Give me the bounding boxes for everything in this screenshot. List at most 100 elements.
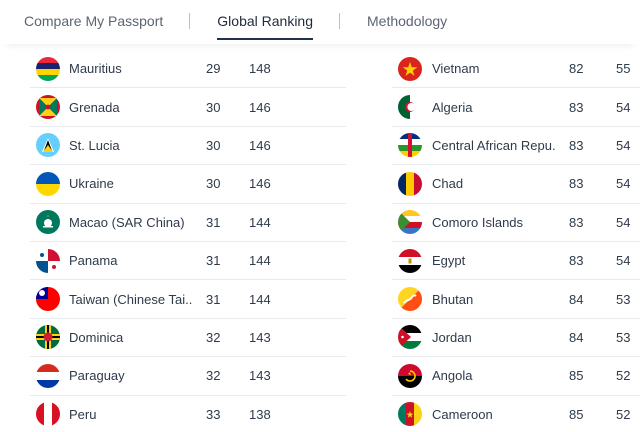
ranking-row[interactable]: Algeria 83 54: [392, 88, 640, 127]
mobility-score: 144: [249, 291, 271, 307]
ranking-row[interactable]: St. Lucia 30 146: [30, 127, 346, 166]
country-name: Comoro Islands: [432, 214, 524, 230]
algeria-flag-icon: [398, 95, 422, 120]
mobility-score: 146: [249, 137, 271, 153]
ranking-row[interactable]: Bhutan 84 53: [392, 280, 640, 319]
mobility-score: 143: [249, 329, 271, 345]
mobility-score: 146: [249, 176, 271, 192]
ranking-row[interactable]: Grenada 30 146: [30, 88, 346, 127]
country-rank: 83: [569, 253, 584, 269]
tab-compare-my-passport[interactable]: Compare My Passport: [24, 13, 164, 29]
panama-flag-icon: [36, 248, 60, 273]
mobility-score: 54: [616, 176, 631, 192]
ranking-row[interactable]: Macao (SAR China) 31 144: [30, 204, 346, 242]
central-african-republic-flag-icon: [398, 133, 422, 158]
country-name: Dominica: [69, 329, 124, 345]
country-name: Bhutan: [432, 291, 474, 307]
mobility-score: 148: [249, 61, 271, 77]
grenada-flag-icon: [36, 95, 60, 120]
ranking-row[interactable]: Ukraine 30 146: [30, 165, 346, 204]
bhutan-flag-icon: [398, 287, 422, 312]
mobility-score: 143: [249, 368, 271, 384]
country-name: Macao (SAR China): [69, 214, 185, 230]
ranking-row[interactable]: Dominica 32 143: [30, 319, 346, 358]
mobility-score: 146: [249, 99, 271, 115]
comoros-flag-icon: [398, 210, 422, 235]
country-rank: 30: [206, 137, 221, 153]
country-rank: 84: [569, 291, 584, 307]
cameroon-flag-icon: [398, 402, 422, 427]
tab-global-ranking[interactable]: Global Ranking: [217, 0, 313, 40]
country-rank: 83: [569, 176, 584, 192]
mobility-score: 144: [249, 253, 271, 269]
country-rank: 84: [569, 329, 584, 345]
peru-flag-icon: [36, 402, 60, 427]
chad-flag-icon: [398, 171, 422, 196]
mauritius-flag-icon: [36, 56, 60, 81]
ranking-row[interactable]: Cameroon 85 52: [392, 396, 640, 432]
country-rank: 83: [569, 214, 584, 230]
mobility-score: 54: [616, 137, 631, 153]
mobility-score: 54: [616, 214, 631, 230]
country-name: Cameroon: [432, 406, 493, 422]
egypt-flag-icon: [398, 248, 422, 273]
st-lucia-flag-icon: [36, 133, 60, 158]
country-rank: 85: [569, 368, 584, 384]
ranking-row[interactable]: Angola 85 52: [392, 357, 640, 396]
ukraine-flag-icon: [36, 171, 60, 196]
country-name: Central African Repu...: [432, 137, 556, 153]
country-rank: 33: [206, 406, 221, 422]
country-name: Vietnam: [432, 61, 480, 77]
country-rank: 83: [569, 99, 584, 115]
ranking-row[interactable]: Peru 33 138: [30, 396, 346, 432]
mobility-score: 52: [616, 406, 631, 422]
country-name: Chad: [432, 176, 464, 192]
tab-separator: [339, 13, 341, 29]
ranking-list-left: Mauritius 29 148 Grenada 30 146 St. Luci…: [30, 50, 346, 432]
jordan-flag-icon: [398, 325, 422, 350]
angola-flag-icon: [398, 363, 422, 388]
paraguay-flag-icon: [36, 363, 60, 388]
ranking-row[interactable]: Taiwan (Chinese Tai... 31 144: [30, 280, 346, 319]
vietnam-flag-icon: [398, 56, 422, 81]
mobility-score: 144: [249, 214, 271, 230]
taiwan-flag-icon: [36, 287, 60, 312]
country-rank: 31: [206, 253, 221, 269]
country-rank: 30: [206, 99, 221, 115]
mobility-score: 55: [616, 61, 631, 77]
country-name: Grenada: [69, 99, 120, 115]
mobility-score: 54: [616, 99, 631, 115]
tab-separator: [189, 13, 191, 29]
ranking-row[interactable]: Mauritius 29 148: [30, 50, 346, 89]
ranking-row[interactable]: Paraguay 32 143: [30, 357, 346, 396]
ranking-row[interactable]: Jordan 84 53: [392, 319, 640, 358]
ranking-row[interactable]: Panama 31 144: [30, 242, 346, 281]
ranking-row[interactable]: Vietnam 82 55: [392, 50, 640, 89]
macao-flag-icon: [36, 210, 60, 235]
country-name: Panama: [69, 253, 118, 269]
country-rank: 85: [569, 406, 584, 422]
ranking-row[interactable]: Central African Repu... 83 54: [392, 127, 640, 166]
country-name: Taiwan (Chinese Tai...: [69, 291, 193, 307]
country-rank: 82: [569, 61, 584, 77]
ranking-row[interactable]: Comoro Islands 83 54: [392, 204, 640, 242]
ranking-row[interactable]: Egypt 83 54: [392, 242, 640, 281]
mobility-score: 53: [616, 329, 631, 345]
country-name: St. Lucia: [69, 137, 120, 153]
country-name: Angola: [432, 368, 473, 384]
country-name: Peru: [69, 406, 97, 422]
country-name: Algeria: [432, 99, 473, 115]
country-rank: 31: [206, 291, 221, 307]
mobility-score: 138: [249, 406, 271, 422]
tab-methodology[interactable]: Methodology: [367, 13, 448, 29]
country-rank: 83: [569, 137, 584, 153]
ranking-row[interactable]: Chad 83 54: [392, 165, 640, 204]
country-name: Jordan: [432, 329, 472, 345]
country-rank: 29: [206, 61, 221, 77]
country-name: Ukraine: [69, 176, 114, 192]
country-rank: 32: [206, 368, 221, 384]
mobility-score: 54: [616, 253, 631, 269]
country-rank: 32: [206, 329, 221, 345]
country-name: Mauritius: [69, 61, 122, 77]
mobility-score: 53: [616, 291, 631, 307]
